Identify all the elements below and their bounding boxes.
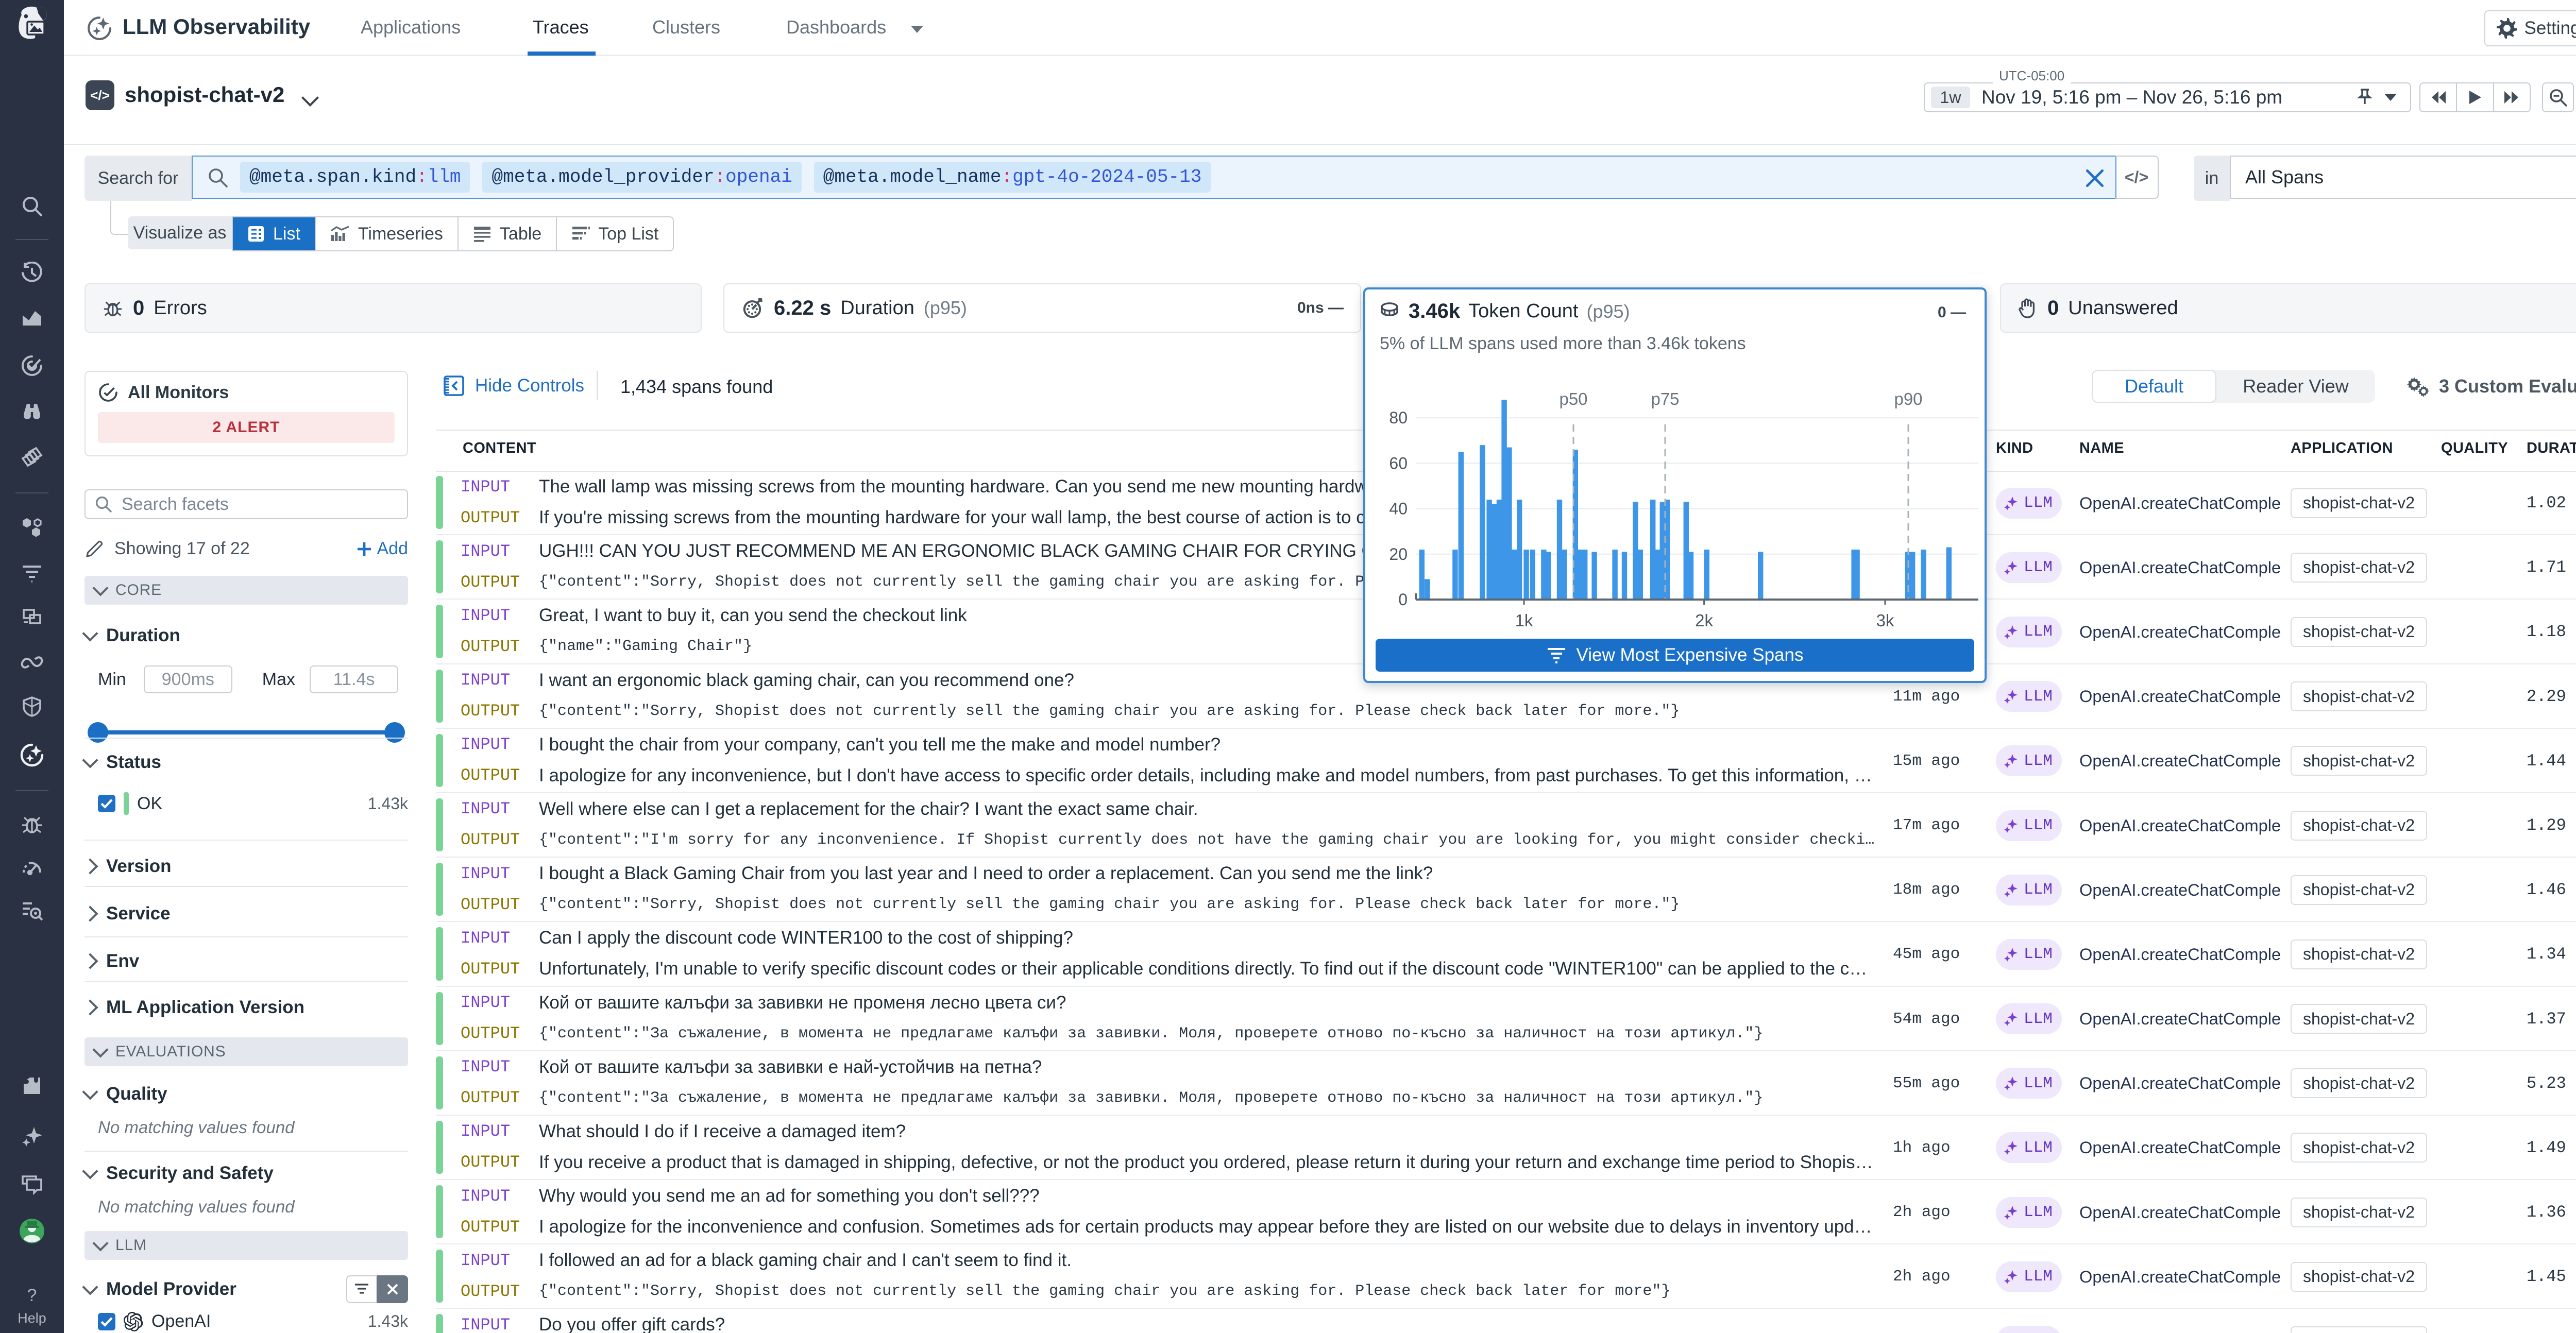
svg-text:3k: 3k xyxy=(1876,611,1894,630)
svg-text:60: 60 xyxy=(1389,454,1408,472)
svg-text:2k: 2k xyxy=(1695,611,1713,630)
svg-text:20: 20 xyxy=(1389,545,1408,563)
svg-text:1k: 1k xyxy=(1515,611,1533,630)
svg-text:40: 40 xyxy=(1389,500,1408,518)
svg-text:p50: p50 xyxy=(1559,389,1587,408)
svg-text:0: 0 xyxy=(1398,590,1408,609)
svg-text:p75: p75 xyxy=(1651,389,1679,408)
svg-text:80: 80 xyxy=(1389,408,1408,427)
svg-text:p90: p90 xyxy=(1894,389,1922,408)
